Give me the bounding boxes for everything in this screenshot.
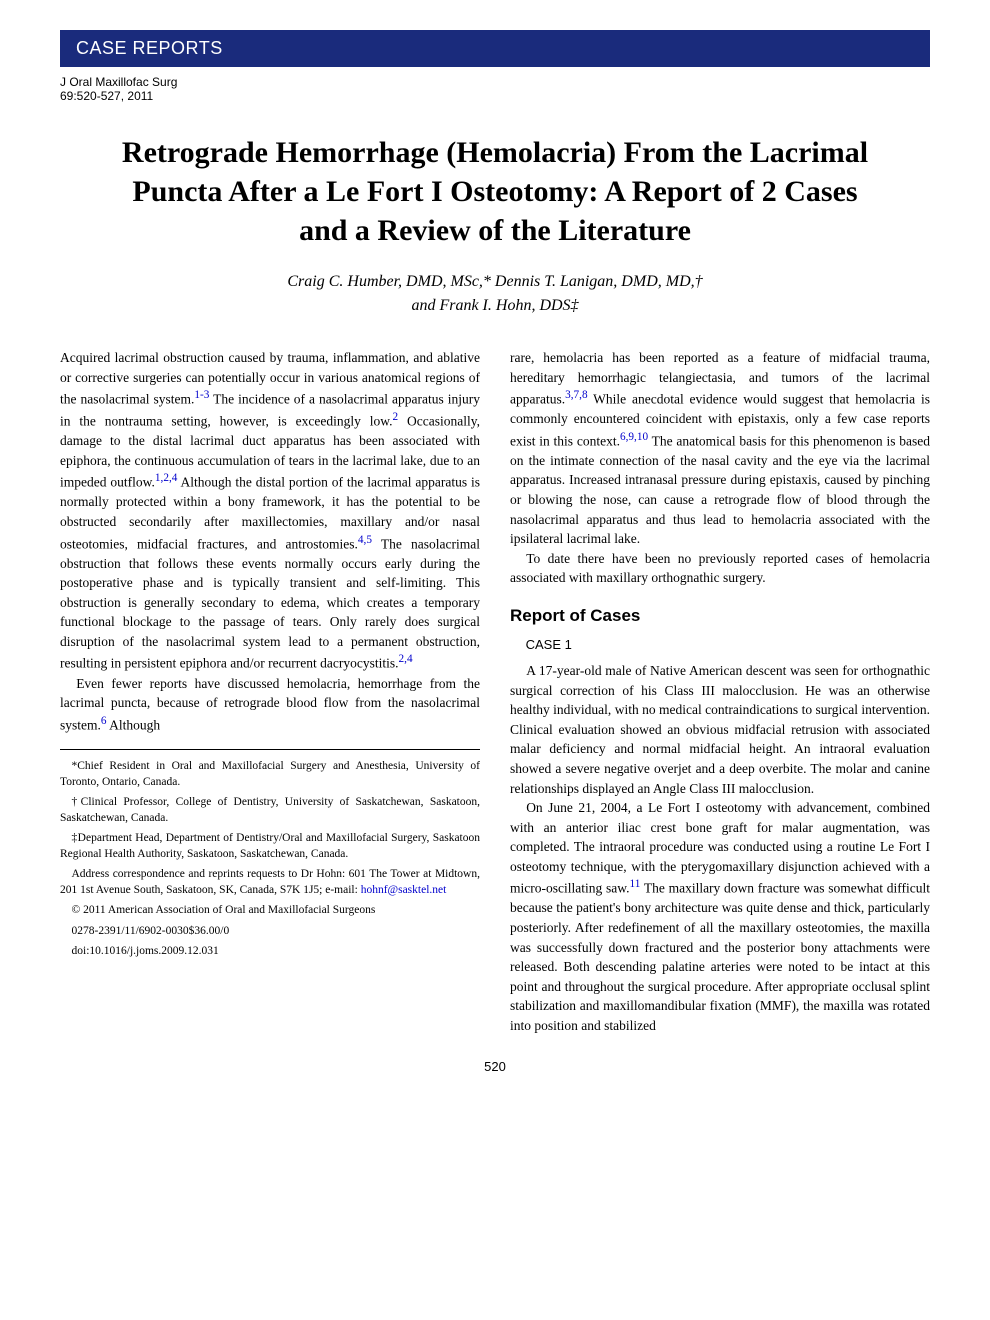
footnote-affil-3: ‡Department Head, Department of Dentistr… xyxy=(60,830,480,862)
footnote-affil-1: *Chief Resident in Oral and Maxillofacia… xyxy=(60,758,480,790)
footnote-affil-2: †Clinical Professor, College of Dentistr… xyxy=(60,794,480,826)
body-columns: Acquired lacrimal obstruction caused by … xyxy=(60,348,930,1035)
footnotes-block: *Chief Resident in Oral and Maxillofacia… xyxy=(60,749,480,959)
section-label-bar: CASE REPORTS xyxy=(60,30,930,67)
journal-name: J Oral Maxillofac Surg xyxy=(60,75,930,89)
journal-info: J Oral Maxillofac Surg 69:520-527, 2011 xyxy=(60,75,930,103)
ref-2-4[interactable]: 2,4 xyxy=(399,653,413,665)
corresponding-email[interactable]: hohnf@sasktel.net xyxy=(361,884,447,896)
right-paragraph-2: To date there have been no previously re… xyxy=(510,549,930,588)
case-1-heading: CASE 1 xyxy=(526,636,930,655)
footnote-correspondence: Address correspondence and reprints requ… xyxy=(60,866,480,898)
footnote-copyright: © 2011 American Association of Oral and … xyxy=(60,902,480,918)
right-paragraph-1: rare, hemolacria has been reported as a … xyxy=(510,348,930,549)
authors-line-2: and Frank I. Hohn, DDS‡ xyxy=(60,294,930,318)
case-1-paragraph-2: On June 21, 2004, a Le Fort I osteotomy … xyxy=(510,798,930,1035)
intro-paragraph-2: Even fewer reports have discussed hemola… xyxy=(60,674,480,735)
ref-1-2-4[interactable]: 1,2,4 xyxy=(155,472,178,484)
page-number: 520 xyxy=(60,1059,930,1074)
authors-block: Craig C. Humber, DMD, MSc,* Dennis T. La… xyxy=(60,270,930,318)
right-column: rare, hemolacria has been reported as a … xyxy=(510,348,930,1035)
footnote-issn: 0278-2391/11/6902-0030$36.00/0 xyxy=(60,923,480,939)
ref-6-9-10[interactable]: 6,9,10 xyxy=(620,431,648,443)
article-title: Retrograde Hemorrhage (Hemolacria) From … xyxy=(120,133,870,250)
case-1-paragraph-1: A 17-year-old male of Native American de… xyxy=(510,661,930,798)
section-label: CASE REPORTS xyxy=(76,38,223,58)
footnote-doi: doi:10.1016/j.joms.2009.12.031 xyxy=(60,943,480,959)
left-column: Acquired lacrimal obstruction caused by … xyxy=(60,348,480,1035)
journal-issue: 69:520-527, 2011 xyxy=(60,89,930,103)
section-heading-report: Report of Cases xyxy=(510,604,930,629)
ref-4-5[interactable]: 4,5 xyxy=(358,534,372,546)
ref-1-3[interactable]: 1-3 xyxy=(194,389,209,401)
authors-line-1: Craig C. Humber, DMD, MSc,* Dennis T. La… xyxy=(60,270,930,294)
page-container: CASE REPORTS J Oral Maxillofac Surg 69:5… xyxy=(0,0,990,1114)
ref-11[interactable]: 11 xyxy=(629,878,640,890)
ref-3-7-8[interactable]: 3,7,8 xyxy=(565,389,588,401)
intro-paragraph-1: Acquired lacrimal obstruction caused by … xyxy=(60,348,480,674)
